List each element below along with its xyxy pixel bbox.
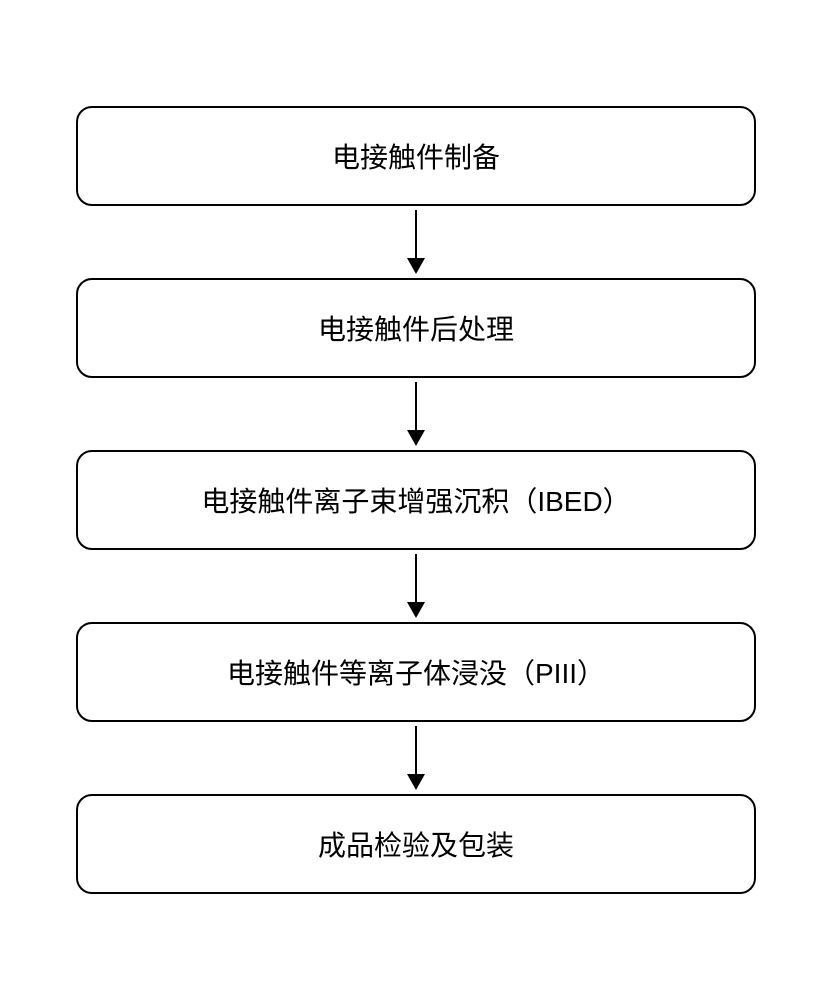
flowchart-arrow xyxy=(407,722,425,794)
arrow-head-icon xyxy=(407,602,425,618)
arrow-head-icon xyxy=(407,258,425,274)
flowchart-node: 电接触件后处理 xyxy=(76,278,756,378)
arrow-line xyxy=(415,726,417,774)
arrow-head-icon xyxy=(407,430,425,446)
flowchart-arrow xyxy=(407,206,425,278)
node-label: 电接触件离子束增强沉积（IBED） xyxy=(201,480,630,520)
flowchart-node: 电接触件制备 xyxy=(76,106,756,206)
arrow-head-icon xyxy=(407,774,425,790)
arrow-line xyxy=(415,382,417,430)
arrow-line xyxy=(415,554,417,602)
arrow-line xyxy=(415,210,417,258)
flowchart-node: 成品检验及包装 xyxy=(76,794,756,894)
flowchart-container: 电接触件制备 电接触件后处理 电接触件离子束增强沉积（IBED） 电接触件等离子… xyxy=(76,106,756,894)
flowchart-arrow xyxy=(407,378,425,450)
node-label: 电接触件等离子体浸没（PIII） xyxy=(227,652,605,692)
flowchart-arrow xyxy=(407,550,425,622)
flowchart-node: 电接触件离子束增强沉积（IBED） xyxy=(76,450,756,550)
node-label: 电接触件制备 xyxy=(332,136,500,176)
node-label: 电接触件后处理 xyxy=(318,308,514,348)
node-label: 成品检验及包装 xyxy=(318,824,514,864)
flowchart-node: 电接触件等离子体浸没（PIII） xyxy=(76,622,756,722)
